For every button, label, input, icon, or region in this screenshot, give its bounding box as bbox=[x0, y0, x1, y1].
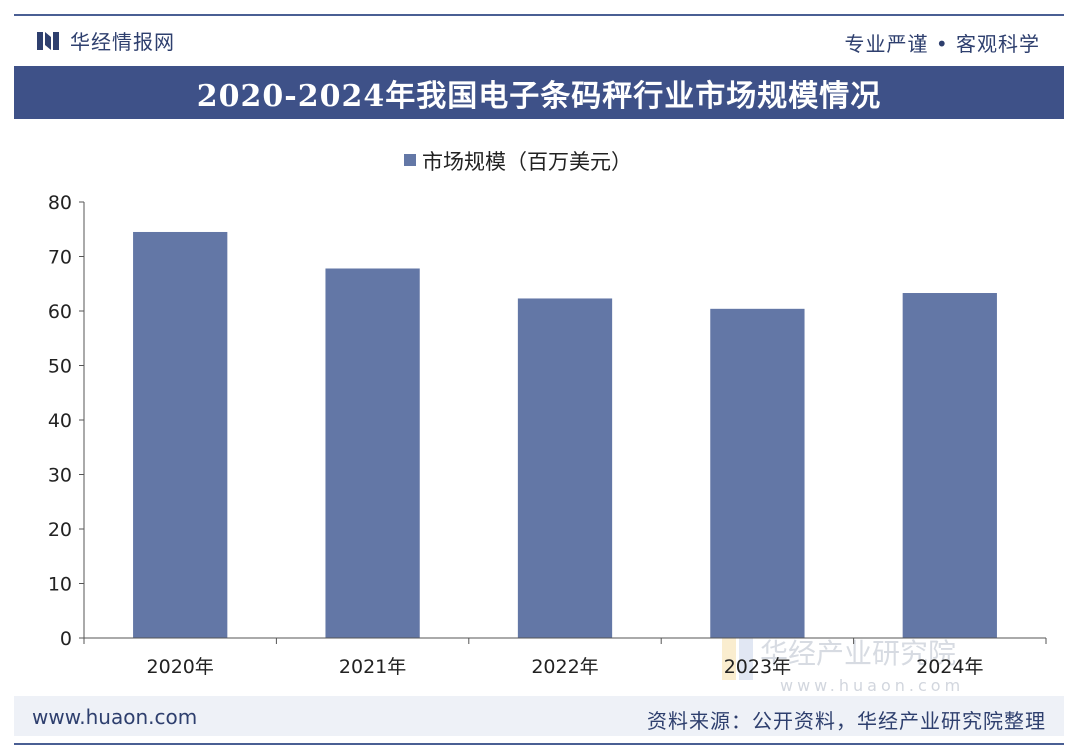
bar-2020年 bbox=[133, 231, 228, 638]
footer-band bbox=[14, 696, 1064, 736]
legend: 市场规模（百万美元） bbox=[404, 150, 632, 174]
y-tick-label: 30 bbox=[48, 465, 72, 487]
brand-logo-icon bbox=[37, 31, 59, 50]
x-tick-label: 2024年 bbox=[916, 656, 983, 678]
bars bbox=[133, 231, 997, 638]
y-tick-label: 40 bbox=[48, 410, 72, 432]
brand: 华经情报网 bbox=[36, 26, 175, 55]
y-tick-label: 0 bbox=[60, 628, 72, 650]
footer-source: 资料来源：公开资料，华经产业研究院整理 bbox=[647, 709, 1046, 733]
x-tick-label: 2022年 bbox=[531, 656, 598, 678]
x-tick-label: 2023年 bbox=[724, 656, 791, 678]
bar-2021年 bbox=[325, 268, 420, 638]
watermark-logo: 华经产业研究院 www.huaon.com bbox=[722, 630, 964, 695]
x-tick-label: 2021年 bbox=[339, 656, 406, 678]
footer-url[interactable]: www.huaon.com bbox=[32, 705, 198, 729]
report-header: 华经情报网 专业严谨 • 客观科学 bbox=[14, 22, 1064, 58]
watermark-name: 华经产业研究院 bbox=[760, 637, 956, 670]
x-axis: 2020年 2021年 2022年 2023年 2024年 bbox=[83, 637, 1047, 678]
slogan: 专业严谨 • 客观科学 bbox=[844, 32, 1040, 56]
bar-2024年 bbox=[902, 293, 997, 638]
legend-swatch bbox=[404, 154, 416, 166]
title-bar: 2020-2024年我国电子条码秤行业市场规模情况 bbox=[14, 66, 1064, 119]
y-tick-label: 20 bbox=[48, 519, 72, 541]
y-tick-label: 70 bbox=[48, 247, 72, 269]
y-tick-label: 60 bbox=[48, 301, 72, 323]
y-axis: 0 10 20 30 40 50 60 70 80 bbox=[48, 192, 85, 650]
bar-2022年 bbox=[517, 298, 613, 638]
bar-2023年 bbox=[710, 308, 805, 638]
y-tick-label: 10 bbox=[48, 574, 72, 596]
brand-name: 华经情报网 bbox=[70, 30, 175, 54]
y-tick-label: 80 bbox=[48, 192, 72, 214]
chart-title: 2020-2024年我国电子条码秤行业市场规模情况 bbox=[196, 78, 882, 114]
y-tick-label: 50 bbox=[48, 356, 72, 378]
watermark-url: www.huaon.com bbox=[780, 676, 964, 695]
legend-label: 市场规模（百万美元） bbox=[422, 150, 632, 174]
x-tick-label: 2020年 bbox=[147, 656, 214, 678]
